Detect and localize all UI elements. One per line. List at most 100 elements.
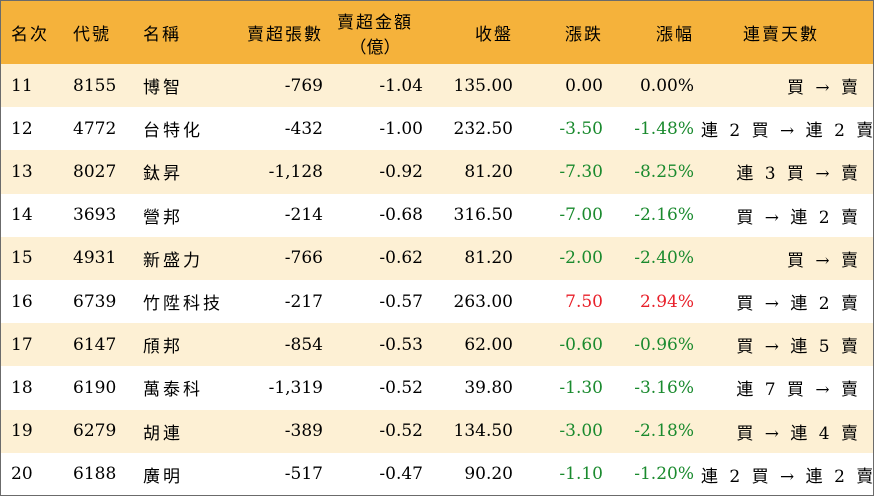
sell-amount-cell: -1.00 — [379, 118, 423, 139]
sell-amount-cell: -0.53 — [379, 334, 423, 355]
rank-cell: 14 — [11, 205, 33, 226]
close-cell: 263.00 — [453, 291, 513, 312]
table-row: 18 6190 萬泰科 -1,319 -0.52 39.80 -1.30 -3.16% 連 7 … — [1, 366, 873, 410]
table-row: 12 4772 台特化 -432 -1.00 232.50 -3.50 -1.48% 連 2 買… — [1, 107, 874, 151]
table-row: 14 3693 營邦 -214 -0.68 316.50 -7.00 -2.16% 買 → 連 … — [1, 193, 873, 237]
sell-amount-cell: -0.57 — [379, 291, 423, 312]
code-cell: 6279 — [73, 421, 117, 442]
sell-amount-cell: -0.52 — [379, 421, 423, 442]
close-cell: 316.50 — [453, 205, 513, 226]
streak-cell: 買 → 賣 — [786, 250, 861, 271]
sell-amount-cell: -0.92 — [379, 161, 423, 182]
sell-volume-cell: -389 — [284, 421, 323, 442]
name-cell: 廣明 — [143, 466, 183, 487]
change-pct-cell: -2.40% — [634, 248, 694, 269]
streak-cell: 買 → 連 5 賣 — [736, 337, 861, 358]
header-sell-volume: 賣超張數 — [247, 25, 323, 45]
sell-amount-cell: -0.68 — [379, 205, 423, 226]
rank-cell: 11 — [11, 75, 33, 96]
code-cell: 4772 — [73, 118, 117, 139]
sell-volume-cell: -769 — [284, 75, 323, 96]
change-cell: -3.00 — [559, 421, 603, 442]
rank-cell: 15 — [11, 248, 33, 269]
name-cell: 新盛力 — [143, 250, 203, 271]
close-cell: 134.50 — [453, 421, 513, 442]
sell-amount-cell: -0.47 — [379, 464, 423, 485]
header-sell-amount: 賣超金額 （億） — [327, 1, 423, 64]
change-pct-cell: -0.96% — [634, 334, 694, 355]
name-cell: 竹陞科技 — [143, 294, 223, 315]
header-sell-amount-line2: （億） — [349, 37, 401, 58]
sell-amount-cell: -0.62 — [379, 248, 423, 269]
sell-amount-cell: -1.04 — [379, 75, 423, 96]
change-pct-cell: 2.94% — [639, 291, 694, 312]
name-cell: 萬泰科 — [143, 380, 203, 401]
change-cell: -1.30 — [559, 377, 603, 398]
sell-amount-cell: -0.52 — [379, 377, 423, 398]
sell-volume-cell: -1,128 — [268, 161, 323, 182]
code-cell: 6190 — [73, 377, 117, 398]
header-streak: 連賣天數 — [743, 25, 819, 45]
close-cell: 39.80 — [464, 377, 513, 398]
change-cell: -7.00 — [559, 205, 603, 226]
table-row: 11 8155 博智 -769 -1.04 135.00 0.00 0.00% 買 → 賣 — [1, 64, 873, 108]
name-cell: 鈦昇 — [143, 164, 183, 185]
header-change: 漲跌 — [565, 25, 603, 45]
table-row: 17 6147 頎邦 -854 -0.53 62.00 -0.60 -0.96% 買 → 連 5… — [1, 323, 873, 367]
header-change-pct: 漲幅 — [656, 25, 694, 45]
sell-volume-cell: -854 — [284, 334, 323, 355]
header-close: 收盤 — [475, 25, 513, 45]
name-cell: 博智 — [143, 78, 183, 99]
sell-volume-cell: -432 — [284, 118, 323, 139]
close-cell: 81.20 — [464, 161, 513, 182]
streak-cell: 連 3 買 → 賣 — [736, 164, 861, 185]
code-cell: 4931 — [73, 248, 117, 269]
change-pct-cell: -2.18% — [634, 421, 694, 442]
code-cell: 6188 — [73, 464, 117, 485]
change-pct-cell: -2.16% — [634, 205, 694, 226]
rank-cell: 17 — [11, 334, 33, 355]
close-cell: 62.00 — [464, 334, 513, 355]
rank-cell: 20 — [11, 464, 33, 485]
header-code: 代號 — [73, 25, 111, 45]
change-cell: 0.00 — [565, 75, 603, 96]
change-pct-cell: -3.16% — [634, 377, 694, 398]
sell-volume-cell: -517 — [284, 464, 323, 485]
table-row: 19 6279 胡連 -389 -0.52 134.50 -3.00 -2.18% 買 → 連 … — [1, 409, 873, 453]
code-cell: 8027 — [73, 161, 117, 182]
header-sell-amount-line1: 賣超金額 — [337, 12, 413, 33]
change-pct-cell: -8.25% — [634, 161, 694, 182]
streak-cell: 連 2 買 → 連 2 賣 — [701, 121, 874, 142]
code-cell: 8155 — [73, 75, 117, 96]
name-cell: 營邦 — [143, 207, 183, 228]
header-rank: 名次 — [11, 25, 49, 45]
table-header: 名次 代號 名稱 賣超張數 賣超金額 （億） 收盤 漲跌 漲幅 連賣天數 — [1, 1, 873, 64]
change-cell: -0.60 — [559, 334, 603, 355]
sell-volume-cell: -214 — [284, 205, 323, 226]
rank-cell: 19 — [11, 421, 33, 442]
sell-volume-cell: -217 — [284, 291, 323, 312]
rank-cell: 16 — [11, 291, 33, 312]
close-cell: 81.20 — [464, 248, 513, 269]
sell-volume-cell: -1,319 — [268, 377, 323, 398]
code-cell: 3693 — [73, 205, 117, 226]
header-name: 名稱 — [143, 25, 181, 45]
streak-cell: 連 2 買 → 連 2 賣 — [701, 466, 874, 487]
code-cell: 6739 — [73, 291, 117, 312]
change-pct-cell: -1.48% — [634, 118, 694, 139]
table-row: 16 6739 竹陞科技 -217 -0.57 263.00 7.50 2.94% 買 → 連 … — [1, 280, 873, 324]
sell-volume-cell: -766 — [284, 248, 323, 269]
table-row: 20 6188 廣明 -517 -0.47 90.20 -1.10 -1.20% 連 2 買 →… — [1, 452, 874, 495]
name-cell: 台特化 — [143, 121, 203, 142]
streak-cell: 買 → 連 2 賣 — [736, 207, 861, 228]
name-cell: 頎邦 — [143, 337, 183, 358]
streak-cell: 連 7 買 → 賣 — [736, 380, 861, 401]
rank-cell: 12 — [11, 118, 33, 139]
table-row: 15 4931 新盛力 -766 -0.62 81.20 -2.00 -2.40% 買 → 賣 — [1, 236, 873, 280]
change-cell: -1.10 — [559, 464, 603, 485]
close-cell: 135.00 — [453, 75, 513, 96]
name-cell: 胡連 — [143, 423, 183, 444]
change-pct-cell: 0.00% — [639, 75, 694, 96]
code-cell: 6147 — [73, 334, 117, 355]
rank-cell: 18 — [11, 377, 33, 398]
